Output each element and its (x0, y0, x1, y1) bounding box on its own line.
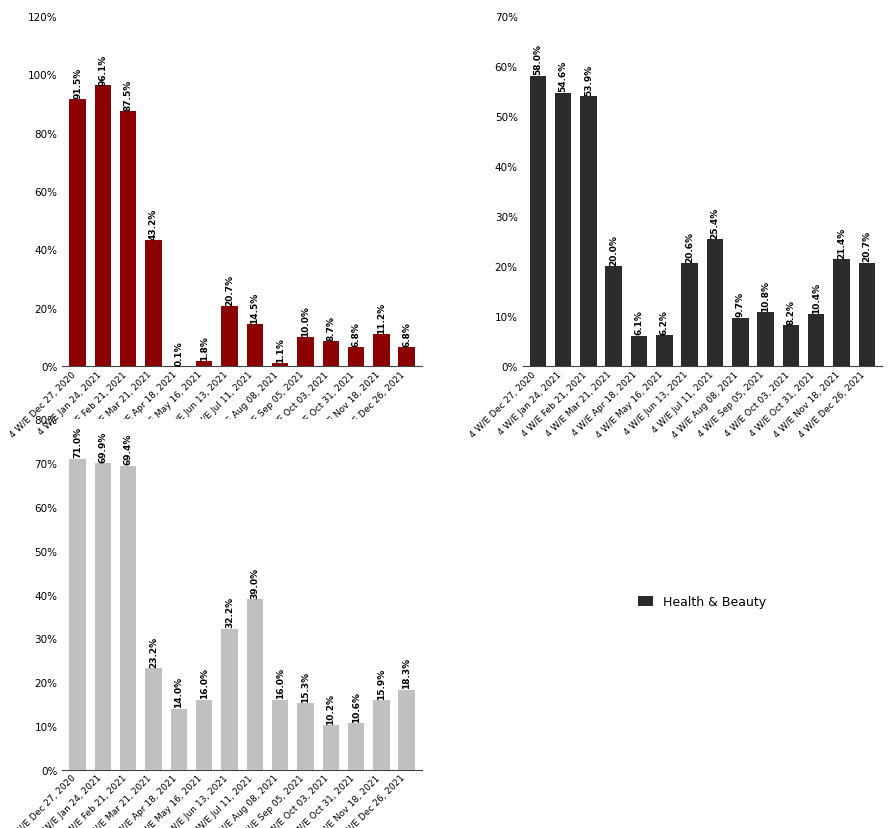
Text: 10.6%: 10.6% (352, 691, 361, 722)
Text: 6.8%: 6.8% (402, 321, 412, 346)
Bar (555, 94, 571, 367)
Text: 6.8%: 6.8% (352, 321, 361, 346)
Text: 10.8%: 10.8% (761, 281, 770, 311)
Bar (94, 464, 111, 770)
Text: 21.4%: 21.4% (837, 227, 846, 258)
Text: 10.0%: 10.0% (301, 306, 310, 337)
Bar (782, 326, 799, 367)
Text: 20.0%: 20.0% (609, 234, 618, 266)
Text: 69.9%: 69.9% (98, 431, 108, 463)
Bar (347, 724, 364, 770)
Bar (247, 325, 263, 367)
Bar (398, 347, 415, 367)
Bar (196, 362, 212, 367)
Text: 1.1%: 1.1% (275, 338, 284, 363)
Bar (298, 338, 314, 367)
Bar (580, 97, 597, 367)
Bar (757, 313, 774, 367)
Text: 20.7%: 20.7% (225, 275, 234, 306)
Bar (69, 100, 86, 367)
Bar (859, 263, 875, 367)
Text: 10.4%: 10.4% (812, 282, 821, 314)
Bar (196, 700, 212, 770)
Text: 54.6%: 54.6% (559, 61, 568, 92)
Bar (529, 77, 546, 367)
Bar (120, 112, 136, 367)
Bar (631, 336, 647, 367)
Bar (833, 260, 850, 367)
Text: 10.2%: 10.2% (326, 693, 335, 724)
Text: 23.2%: 23.2% (149, 636, 158, 667)
Text: 15.3%: 15.3% (301, 671, 310, 701)
Bar (373, 335, 389, 367)
Bar (298, 703, 314, 770)
Bar (272, 363, 289, 367)
Text: 53.9%: 53.9% (584, 65, 593, 96)
Text: 91.5%: 91.5% (73, 68, 82, 99)
Text: 58.0%: 58.0% (533, 44, 543, 75)
Text: 8.2%: 8.2% (787, 300, 796, 325)
Text: 16.0%: 16.0% (200, 667, 208, 699)
Bar (120, 466, 136, 770)
Bar (247, 599, 263, 770)
Bar (808, 315, 824, 367)
Bar (221, 629, 238, 770)
Text: 69.4%: 69.4% (124, 433, 133, 465)
Bar (323, 342, 339, 367)
Bar (656, 336, 673, 367)
Bar (373, 700, 389, 770)
Bar (606, 267, 622, 367)
Text: 6.1%: 6.1% (634, 310, 643, 335)
Bar (145, 241, 162, 367)
Text: 87.5%: 87.5% (124, 79, 133, 111)
Text: 11.2%: 11.2% (377, 302, 386, 334)
Text: 39.0%: 39.0% (250, 567, 259, 598)
Text: 14.5%: 14.5% (250, 292, 259, 324)
Text: 20.7%: 20.7% (862, 231, 871, 262)
Bar (347, 347, 364, 367)
Text: 18.3%: 18.3% (402, 657, 412, 689)
Text: 25.4%: 25.4% (710, 207, 720, 238)
Bar (170, 709, 187, 770)
Legend: Health & Beauty: Health & Beauty (634, 590, 772, 614)
Text: 43.2%: 43.2% (149, 209, 158, 240)
Bar (323, 725, 339, 770)
Bar (732, 319, 748, 367)
Text: 96.1%: 96.1% (98, 55, 108, 85)
Bar (707, 240, 723, 367)
Legend: Food & Beverage: Food & Beverage (171, 590, 314, 614)
Text: 8.7%: 8.7% (326, 315, 335, 341)
Text: 16.0%: 16.0% (275, 667, 284, 699)
Bar (94, 86, 111, 367)
Bar (69, 459, 86, 770)
Bar (398, 690, 415, 770)
Bar (145, 668, 162, 770)
Text: 9.7%: 9.7% (736, 291, 745, 317)
Text: 0.1%: 0.1% (175, 341, 184, 366)
Text: 20.6%: 20.6% (685, 231, 694, 262)
Bar (682, 264, 698, 367)
Bar (221, 306, 238, 367)
Text: 71.0%: 71.0% (73, 426, 82, 458)
Text: 15.9%: 15.9% (377, 668, 386, 699)
Text: 32.2%: 32.2% (225, 597, 234, 628)
Text: 1.8%: 1.8% (200, 336, 208, 361)
Text: 14.0%: 14.0% (175, 676, 184, 707)
Bar (272, 700, 289, 770)
Text: 6.2%: 6.2% (660, 310, 669, 335)
